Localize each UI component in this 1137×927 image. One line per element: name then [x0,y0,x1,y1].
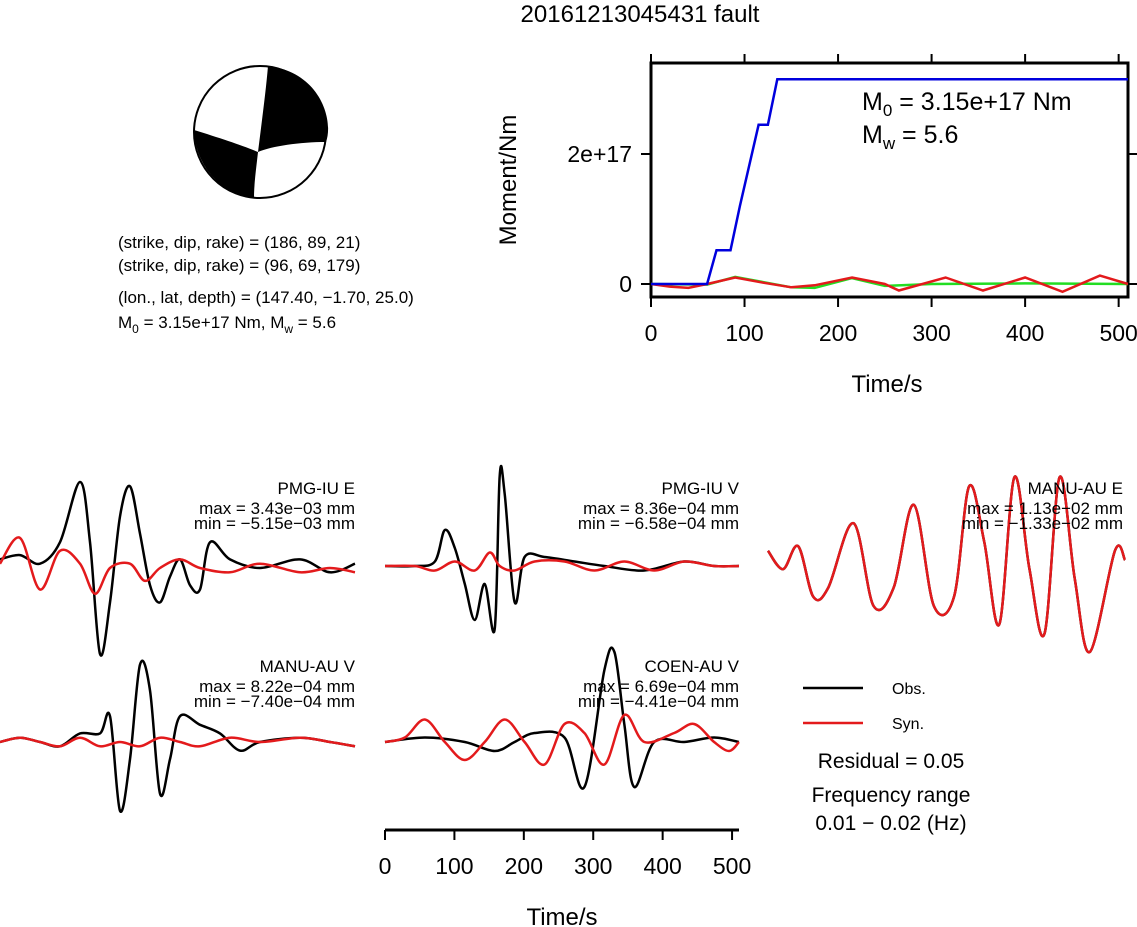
observed-waveform [384,465,740,634]
trace-max-label: max = 6.69e−04 mm [583,677,739,696]
waveform-time-axis: 0 100 200 300 400 500 Time/s [379,828,751,927]
figure-title: 20161213045431 fault [521,1,760,28]
moment-m0-annotation: M0 = 3.15e+17 Nm [862,88,1072,120]
trace-max-label: max = 1.13e−02 mm [967,499,1123,518]
waveform-x-tick-label: 0 [379,853,392,879]
observed-waveform [384,646,740,790]
synthetic-waveform [0,536,356,596]
waveform-x-tick-label: 300 [574,853,612,879]
trace-station-label: MANU-AU V [260,657,356,676]
info-line-4: M0 = 3.15e+17 Nm, Mw = 5.6 [118,313,336,336]
waveform-x-axis-label: Time/s [526,904,597,927]
info-line-1: (strike, dip, rake) = (186, 89, 21) [118,233,360,252]
moment-series-red [650,274,1129,294]
moment-y-tick-label: 0 [619,271,632,297]
synthetic-waveform [766,475,1127,654]
trace-max-label: max = 3.43e−03 mm [199,499,355,518]
trace-min-label: min = −7.40e−04 mm [194,692,355,711]
legend-syn-label: Syn. [892,716,924,733]
legend-obs-label: Obs. [892,681,926,698]
moment-x-axis-label: Time/s [851,371,922,398]
info-line-2: (strike, dip, rake) = (96, 69, 179) [118,256,360,275]
observed-waveform [0,480,356,657]
waveform-x-tick-label: 400 [643,853,681,879]
moment-y-axis-label: Moment/Nm [495,115,522,246]
trace-station-label: MANU-AU E [1028,479,1123,498]
trace-max-label: max = 8.36e−04 mm [583,499,739,518]
moment-x-tick-label: 400 [1006,320,1044,346]
trace-min-label: min = −4.41e−04 mm [578,692,739,711]
source-parameters: (strike, dip, rake) = (186, 89, 21) (str… [118,233,414,336]
moment-chart: 0 100 200 300 400 500 0 2e+17 Moment/Nm Time/s… [495,54,1137,398]
trace-max-label: max = 8.22e−04 mm [199,677,355,696]
waveform-x-tick-label: 200 [505,853,543,879]
trace-min-label: min = −1.33e−02 mm [962,514,1123,533]
synthetic-waveform [0,736,356,748]
residual-text: Residual = 0.05 [818,750,965,773]
waveform-x-tick-label: 500 [713,853,751,879]
frequency-range-value: 0.01 − 0.02 (Hz) [815,812,966,835]
trace-min-label: min = −5.15e−03 mm [194,514,355,533]
focal-mechanism-beachball [193,65,329,199]
trace-station-label: COEN-AU V [645,657,740,676]
moment-x-tick-label: 0 [645,320,658,346]
synthetic-waveform [384,713,740,766]
trace-station-label: PMG-IU E [278,479,355,498]
moment-x-tick-label: 500 [1099,320,1137,346]
waveform-x-tick-label: 100 [435,853,473,879]
moment-x-tick-label: 300 [912,320,950,346]
moment-y-tick-label: 2e+17 [567,141,632,167]
trace-station-label: PMG-IU V [662,479,740,498]
moment-mw-annotation: Mw = 5.6 [862,121,958,153]
moment-plot-frame [649,61,1130,299]
moment-x-tick-label: 100 [725,320,763,346]
synthetic-waveform [384,551,740,572]
trace-min-label: min = −6.58e−04 mm [578,514,739,533]
moment-series-blue [651,78,1128,286]
legend: Obs. Syn. [803,681,926,733]
moment-x-tick-label: 200 [819,320,857,346]
info-line-3: (lon., lat, depth) = (147.40, −1.70, 25.… [118,288,414,307]
frequency-range-label: Frequency range [812,784,971,807]
